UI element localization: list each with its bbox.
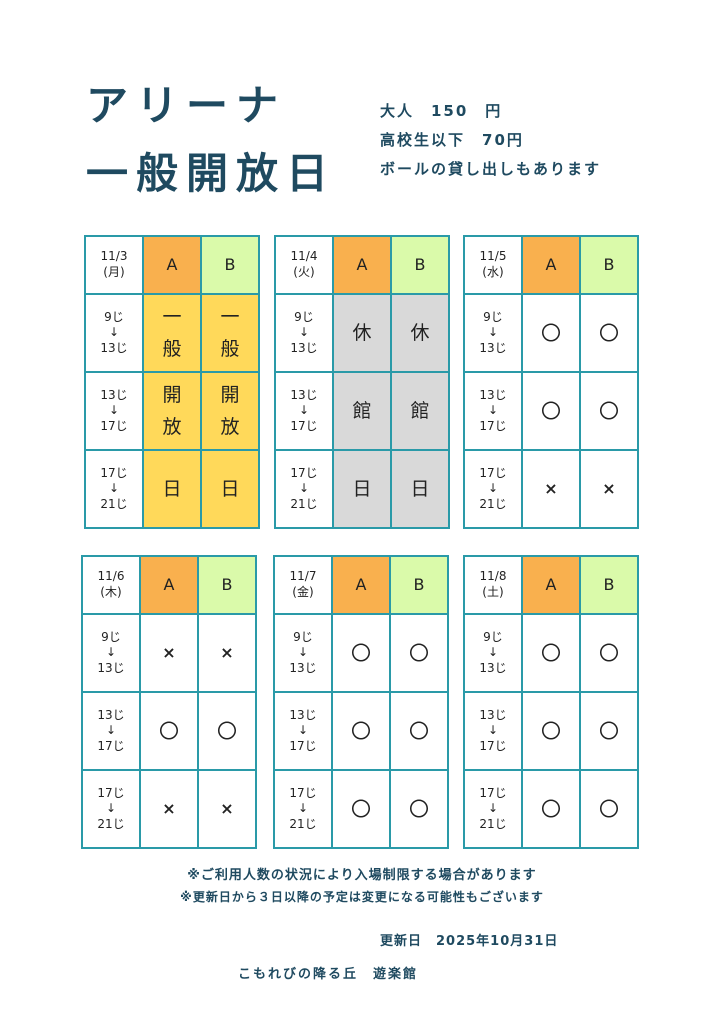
court-a-header: A bbox=[334, 237, 392, 295]
available-mark: 〇 bbox=[523, 693, 581, 771]
court-a-header: A bbox=[523, 557, 581, 615]
time-slot-cell: 13じ ↓ 17じ bbox=[465, 373, 523, 451]
venue-name: こもれびの降る丘 遊楽館 bbox=[238, 967, 419, 982]
available-mark: 〇 bbox=[333, 771, 391, 847]
available-mark: 〇 bbox=[581, 295, 637, 373]
court-b-header: B bbox=[581, 237, 637, 295]
available-mark: 〇 bbox=[523, 373, 581, 451]
available-mark: 〇 bbox=[333, 615, 391, 693]
status-cell: 開 放 bbox=[144, 373, 202, 451]
time-slot-cell: 17じ ↓ 21じ bbox=[465, 771, 523, 847]
status-cell: 一 般 bbox=[202, 295, 258, 373]
day-panel: 11/7 (金) A B 9じ ↓ 13じ〇〇 13じ ↓ 17じ〇〇 17じ ↓ 21じ… bbox=[273, 555, 449, 849]
court-b-header: B bbox=[581, 557, 637, 615]
day-panel: 11/8 (土) A B 9じ ↓ 13じ〇〇 13じ ↓ 17じ〇〇 17じ ↓ 21じ… bbox=[463, 555, 639, 849]
time-slot-cell: 17じ ↓ 21じ bbox=[83, 771, 141, 847]
unavailable-mark: × bbox=[602, 478, 616, 498]
ball-rental-note: ボールの貸し出しもあります bbox=[380, 160, 602, 178]
time-slot-cell: 9じ ↓ 13じ bbox=[465, 615, 523, 693]
status-cell: 日 bbox=[334, 451, 392, 527]
time-slot-cell: 17じ ↓ 21じ bbox=[86, 451, 144, 527]
time-slot-cell: 9じ ↓ 13じ bbox=[83, 615, 141, 693]
available-mark: 〇 bbox=[409, 797, 429, 821]
status-cell: 日 bbox=[202, 451, 258, 527]
court-b-header: B bbox=[392, 237, 448, 295]
available-mark: 〇 bbox=[391, 693, 447, 771]
date-cell: 11/8 (土) bbox=[465, 557, 523, 615]
date-cell: 11/4 (火) bbox=[276, 237, 334, 295]
unavailable-mark: × bbox=[220, 798, 234, 818]
available-mark: 〇 bbox=[391, 615, 447, 693]
note-entry-limit: ※ご利用人数の状況により入場制限する場合があります bbox=[187, 868, 537, 883]
time-slot-cell: 9じ ↓ 13じ bbox=[275, 615, 333, 693]
time-slot-cell: 13じ ↓ 17じ bbox=[86, 373, 144, 451]
status-cell: 一 般 bbox=[144, 295, 202, 373]
unavailable-mark: × bbox=[523, 451, 581, 527]
time-slot-cell: 13じ ↓ 17じ bbox=[465, 693, 523, 771]
student-price: 高校生以下 70円 bbox=[380, 131, 524, 149]
day-panel: 11/5 (水) A B 9じ ↓ 13じ〇〇 13じ ↓ 17じ〇〇 17じ ↓ 21じ… bbox=[463, 235, 639, 529]
court-a-header: A bbox=[333, 557, 391, 615]
available-mark: 〇 bbox=[523, 615, 581, 693]
day-panel: 11/6 (木) A B 9じ ↓ 13じ × × 13じ ↓ 17じ〇〇 17じ ↓ 21じ… bbox=[81, 555, 257, 849]
available-mark: 〇 bbox=[523, 295, 581, 373]
status-cell: 日 bbox=[144, 451, 202, 527]
court-b-header: B bbox=[199, 557, 255, 615]
court-b-header: B bbox=[391, 557, 447, 615]
available-mark: 〇 bbox=[141, 693, 199, 771]
time-slot-cell: 9じ ↓ 13じ bbox=[465, 295, 523, 373]
court-a-header: A bbox=[523, 237, 581, 295]
available-mark: 〇 bbox=[581, 693, 637, 771]
status-cell: 休 bbox=[334, 295, 392, 373]
unavailable-mark: × bbox=[199, 615, 255, 693]
status-cell: 館 bbox=[392, 373, 448, 451]
adult-price: 大人 150 円 bbox=[380, 102, 503, 120]
available-mark: 〇 bbox=[599, 797, 619, 821]
note-schedule-change: ※更新日から３日以降の予定は変更になる可能性もございます bbox=[180, 890, 544, 904]
court-a-header: A bbox=[144, 237, 202, 295]
court-b-header: B bbox=[202, 237, 258, 295]
date-cell: 11/6 (木) bbox=[83, 557, 141, 615]
day-panel: 11/4 (火) A B 9じ ↓ 13じ休休 13じ ↓ 17じ館館 17じ ↓ 21じ… bbox=[274, 235, 450, 529]
available-mark: 〇 bbox=[581, 373, 637, 451]
available-mark: 〇 bbox=[333, 693, 391, 771]
status-cell: 開 放 bbox=[202, 373, 258, 451]
available-mark: 〇 bbox=[581, 615, 637, 693]
updated-date: 更新日 2025年10月31日 bbox=[380, 934, 559, 949]
time-slot-cell: 13じ ↓ 17じ bbox=[276, 373, 334, 451]
time-slot-cell: 9じ ↓ 13じ bbox=[276, 295, 334, 373]
time-slot-cell: 13じ ↓ 17じ bbox=[83, 693, 141, 771]
unavailable-mark: × bbox=[141, 615, 199, 693]
time-slot-cell: 9じ ↓ 13じ bbox=[86, 295, 144, 373]
time-slot-cell: 17じ ↓ 21じ bbox=[465, 451, 523, 527]
title-line-1: アリーナ bbox=[86, 81, 287, 130]
date-cell: 11/5 (水) bbox=[465, 237, 523, 295]
unavailable-mark: × bbox=[141, 771, 199, 847]
time-slot-cell: 13じ ↓ 17じ bbox=[275, 693, 333, 771]
status-cell: 日 bbox=[392, 451, 448, 527]
available-mark: 〇 bbox=[523, 771, 581, 847]
status-cell: 休 bbox=[392, 295, 448, 373]
date-cell: 11/3 (月) bbox=[86, 237, 144, 295]
date-cell: 11/7 (金) bbox=[275, 557, 333, 615]
title-line-2: 一般開放日 bbox=[86, 149, 337, 198]
status-cell: 館 bbox=[334, 373, 392, 451]
available-mark: 〇 bbox=[199, 693, 255, 771]
time-slot-cell: 17じ ↓ 21じ bbox=[276, 451, 334, 527]
court-a-header: A bbox=[141, 557, 199, 615]
time-slot-cell: 17じ ↓ 21じ bbox=[275, 771, 333, 847]
